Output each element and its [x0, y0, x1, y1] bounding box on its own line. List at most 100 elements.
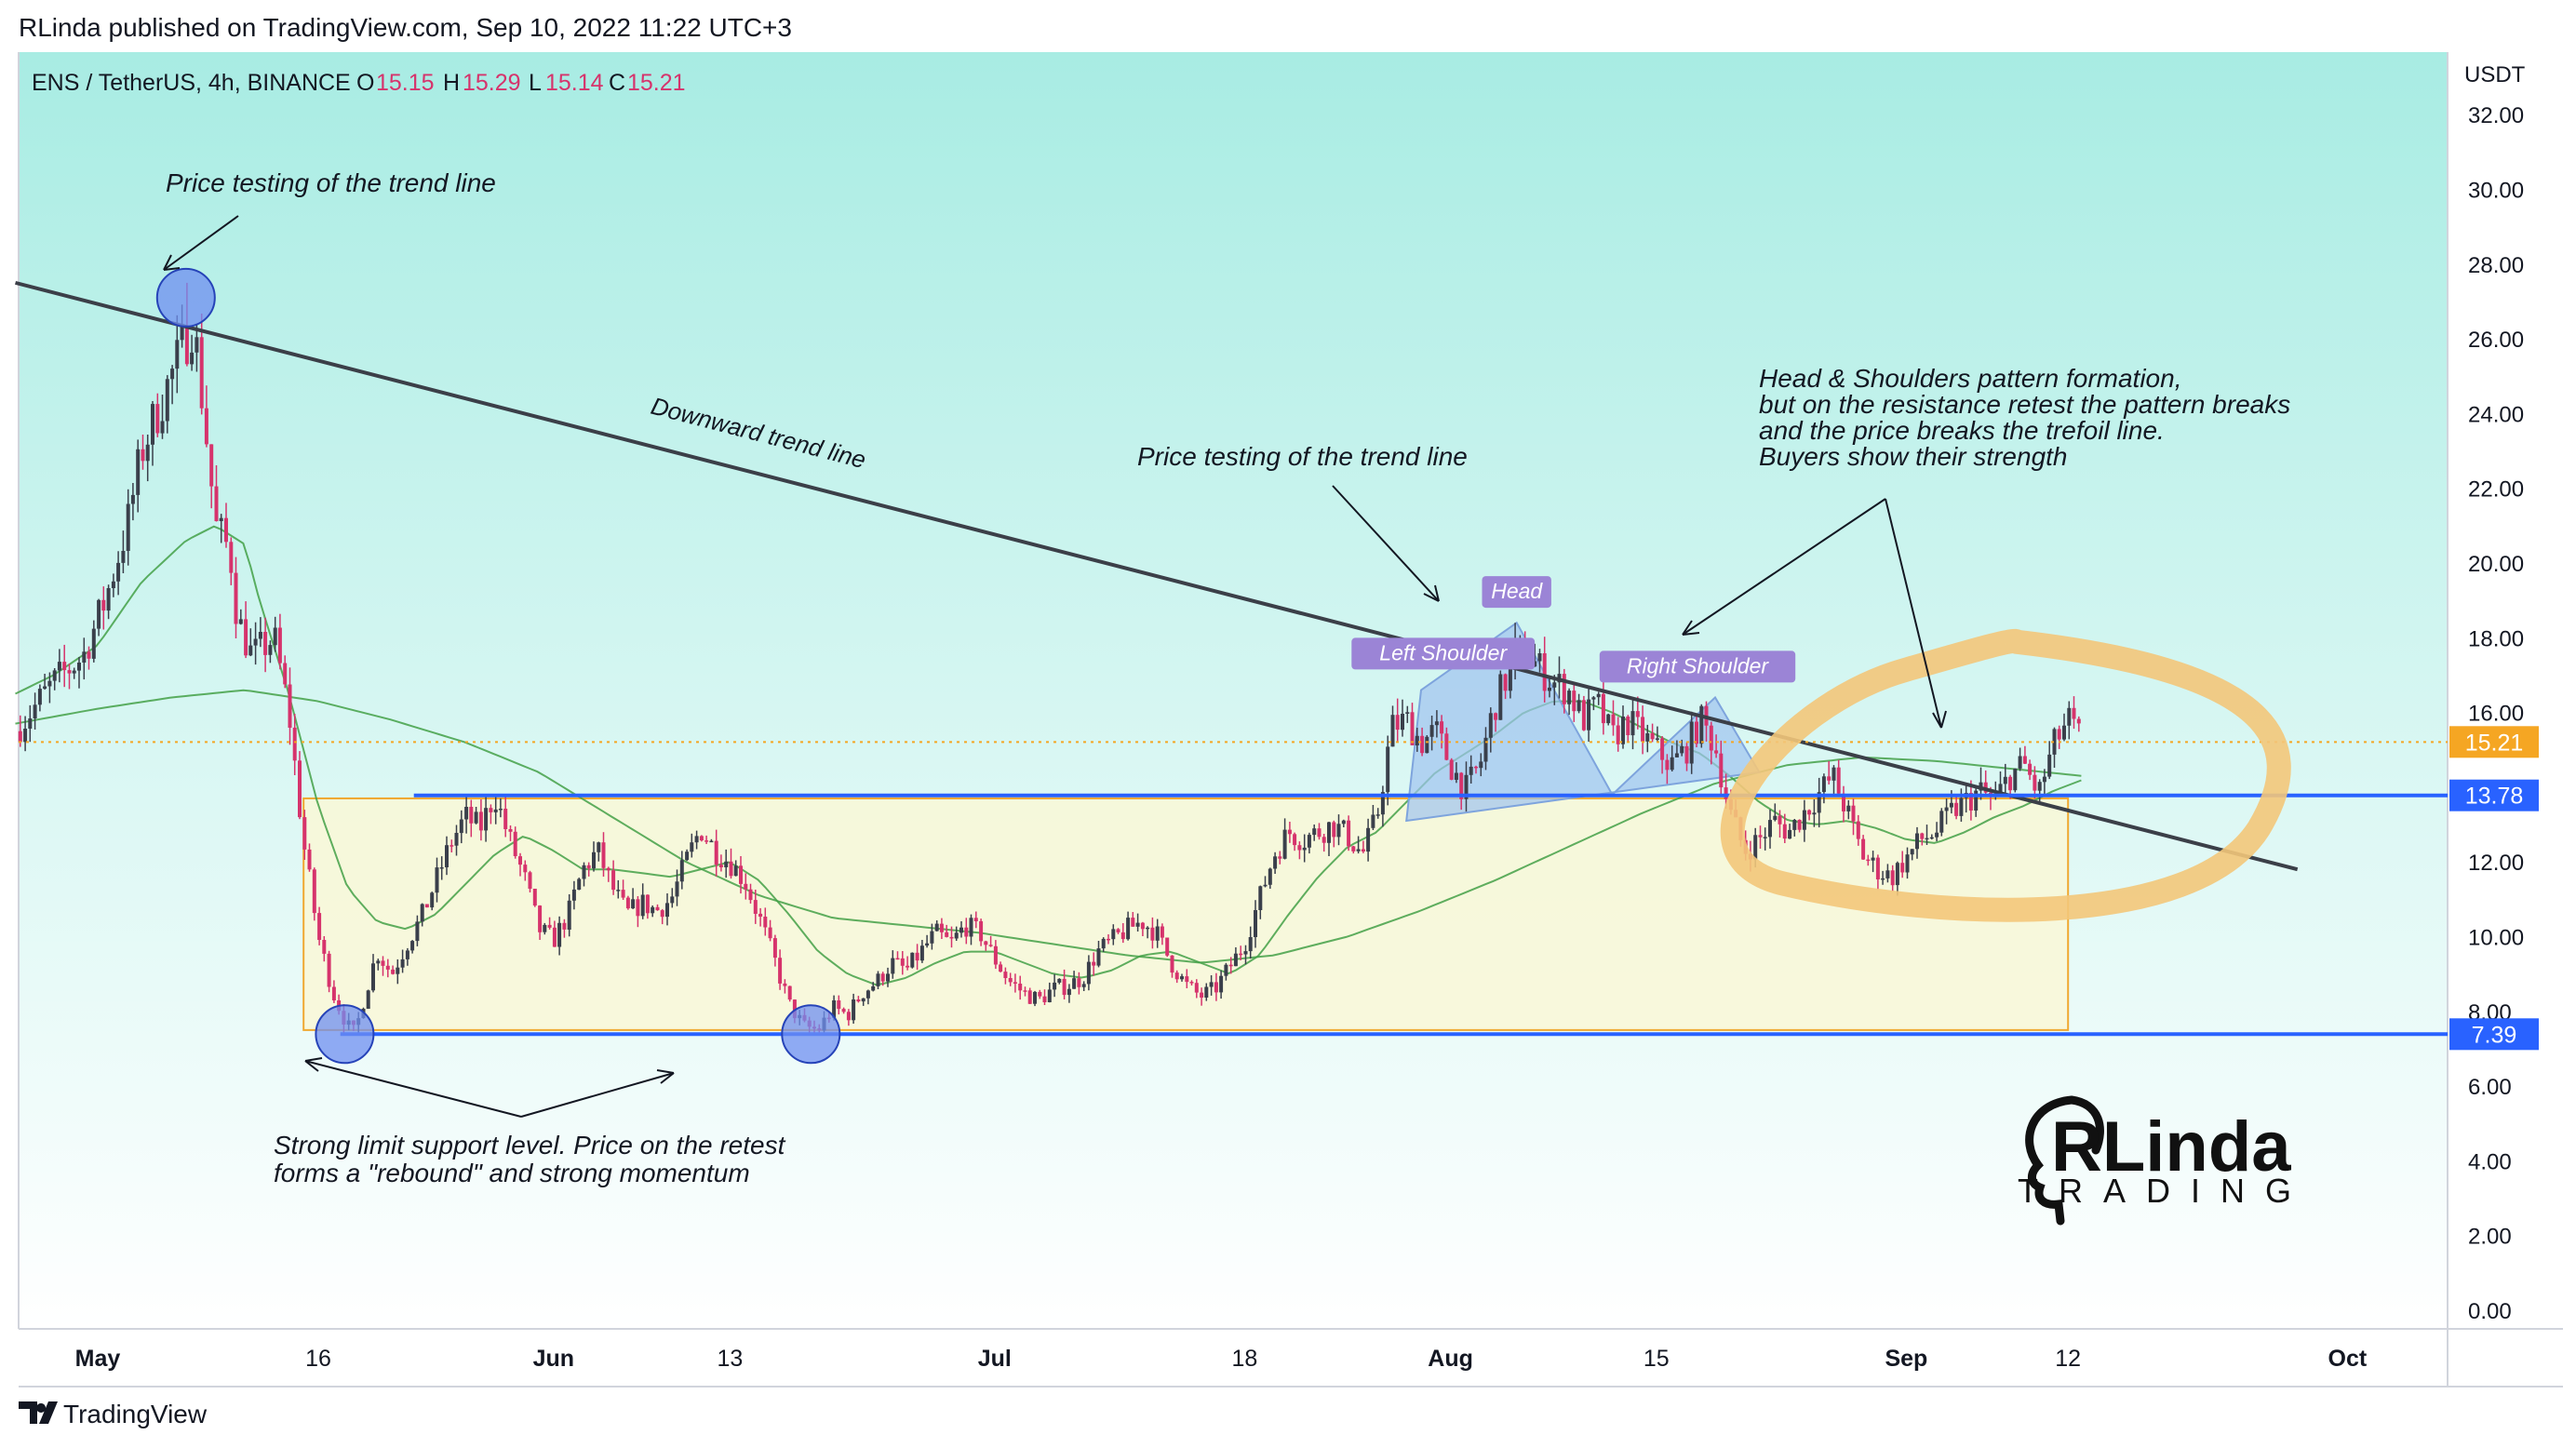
candle: [331, 980, 336, 1003]
candle-body: [1871, 857, 1875, 861]
candle-body: [1469, 766, 1473, 775]
x-tick-label: May: [75, 1346, 121, 1372]
candle-body: [1508, 664, 1512, 691]
candle: [739, 856, 743, 894]
candle: [204, 385, 208, 448]
time-axis-background: [19, 1329, 2563, 1387]
candle-body: [1189, 982, 1194, 984]
candle-body: [1180, 976, 1184, 980]
candle: [445, 836, 449, 876]
candle: [852, 993, 856, 1024]
candle-body: [1047, 989, 1052, 1002]
candle: [1483, 727, 1488, 771]
candle-body: [679, 860, 684, 882]
candle: [993, 940, 998, 970]
candle-body: [1263, 884, 1268, 887]
candle: [601, 832, 606, 877]
candle-body: [238, 619, 243, 624]
candle-body: [2037, 782, 2042, 791]
arrow-line-left: [304, 1060, 522, 1118]
candle: [253, 622, 258, 665]
candle: [33, 692, 37, 730]
candle-body: [1219, 975, 1224, 993]
tradingview-footer[interactable]: TradingView: [19, 1400, 208, 1428]
candle-body: [1224, 964, 1228, 976]
candle-body: [1312, 828, 1317, 836]
candle: [1219, 970, 1224, 999]
candle: [1548, 676, 1551, 698]
ohlc-low-value: 15.14: [545, 70, 604, 96]
ohlc-high-value: 15.29: [463, 70, 521, 96]
candle: [655, 904, 660, 911]
candle-body: [1881, 878, 1885, 880]
candle-body: [1410, 712, 1415, 745]
candle-body: [865, 990, 870, 999]
candle-body: [1185, 976, 1189, 983]
candle-body: [685, 851, 690, 861]
candle-body: [1254, 910, 1257, 937]
candle: [52, 668, 57, 690]
candle-body: [77, 663, 81, 671]
candle: [195, 323, 199, 372]
candle: [2067, 701, 2072, 740]
candle: [1420, 727, 1425, 757]
y-tick-label: 4.00: [2468, 1149, 2512, 1174]
candle: [1390, 705, 1395, 747]
candle-body: [23, 729, 28, 743]
candle-body: [219, 517, 223, 521]
candle-body: [748, 889, 753, 901]
candle-body: [1454, 772, 1458, 780]
candle: [1380, 785, 1385, 827]
candle-body: [714, 840, 718, 865]
candle: [748, 883, 753, 904]
candle: [1194, 979, 1199, 999]
candle: [1165, 937, 1170, 958]
candle-body: [2013, 768, 2018, 791]
candle-body: [1131, 918, 1135, 927]
candle-body: [1459, 772, 1464, 799]
candle: [1469, 755, 1473, 784]
candle: [376, 959, 381, 971]
candle: [1214, 972, 1218, 1001]
candle: [449, 839, 454, 852]
arrow-line-right: [1885, 498, 1942, 729]
candle: [268, 640, 273, 664]
candle-body: [1905, 854, 1910, 873]
candle: [1641, 705, 1645, 755]
candle: [1635, 696, 1640, 730]
candle: [420, 903, 424, 927]
candle-body: [571, 889, 576, 901]
candle: [391, 965, 396, 975]
candle: [744, 873, 748, 900]
candle: [1038, 989, 1042, 999]
candle: [1954, 796, 1959, 820]
candle-body: [1042, 996, 1047, 1002]
candle: [1395, 698, 1400, 742]
published-header: RLinda published on TradingView.com, Sep…: [19, 13, 792, 42]
candle-body: [1278, 856, 1282, 859]
candle-body: [1998, 784, 2003, 796]
candle: [312, 867, 316, 921]
candle: [1846, 799, 1851, 820]
candle-body: [871, 985, 876, 991]
candle: [454, 825, 459, 856]
candle: [1116, 928, 1120, 934]
ohlc-close-value: 15.21: [627, 70, 686, 96]
candle: [484, 794, 489, 842]
candle: [1351, 845, 1356, 854]
candle-body: [160, 421, 165, 434]
candle: [895, 951, 900, 960]
candle-body: [1802, 810, 1806, 830]
candle-body: [1268, 868, 1272, 885]
candle: [1067, 984, 1071, 1003]
candle-body: [234, 572, 238, 624]
candle-body: [852, 999, 856, 1021]
candle-body: [1371, 814, 1375, 828]
candle-body: [739, 865, 743, 884]
candle-body: [87, 651, 91, 659]
candle: [1719, 740, 1724, 795]
pattern-tag-text: Left Shoulder: [1379, 640, 1508, 664]
candle: [1410, 703, 1415, 745]
candle: [1498, 670, 1503, 720]
